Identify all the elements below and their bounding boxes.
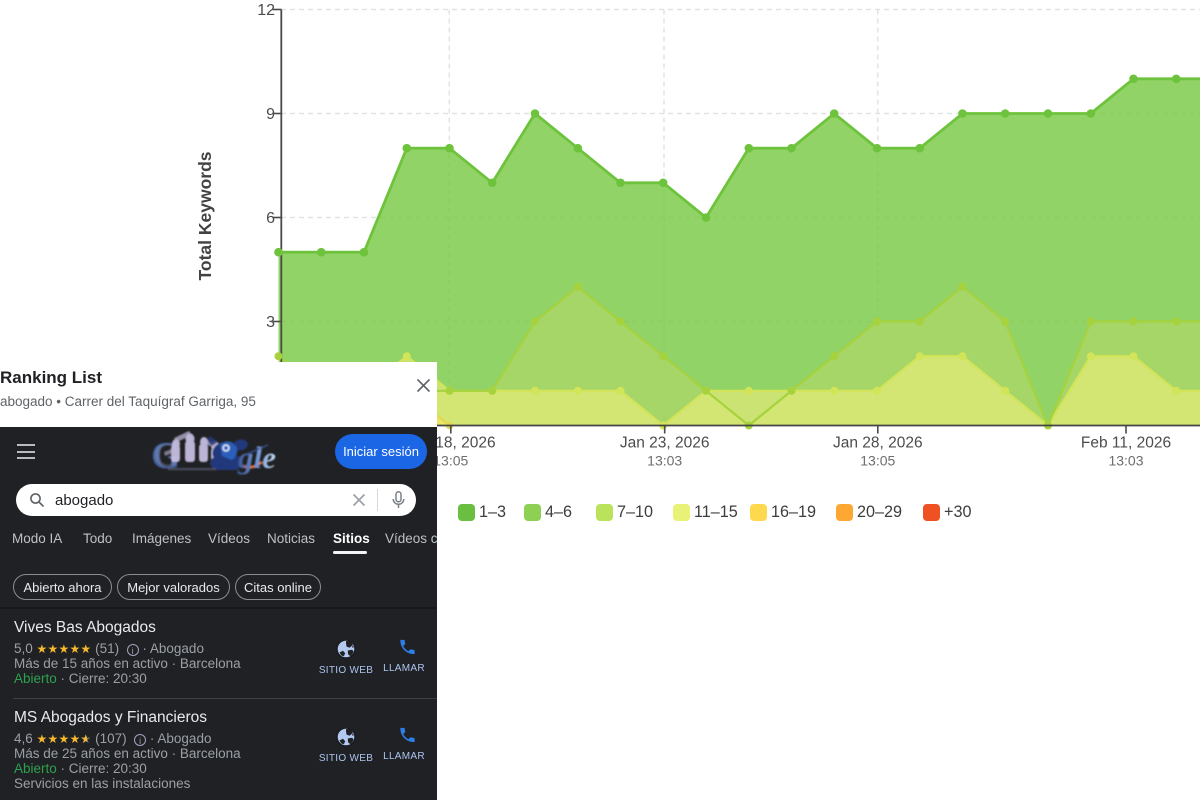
svg-text:13:05: 13:05	[860, 453, 895, 469]
svg-text:9: 9	[266, 106, 275, 123]
svg-text:Jan 28, 2026: Jan 28, 2026	[833, 435, 923, 452]
svg-text:3: 3	[266, 314, 275, 331]
svg-text:Total Keywords: Total Keywords	[195, 151, 215, 280]
svg-text:13:05: 13:05	[433, 453, 468, 469]
svg-text:6: 6	[266, 210, 275, 227]
svg-text:Feb 11, 2026: Feb 11, 2026	[1081, 435, 1171, 452]
svg-text:13:03: 13:03	[647, 453, 682, 469]
svg-text:gle: gle	[237, 440, 276, 475]
svg-text:13:03: 13:03	[1108, 453, 1143, 469]
svg-text:Jan 23, 2026: Jan 23, 2026	[620, 435, 710, 452]
svg-text:12: 12	[257, 2, 275, 19]
